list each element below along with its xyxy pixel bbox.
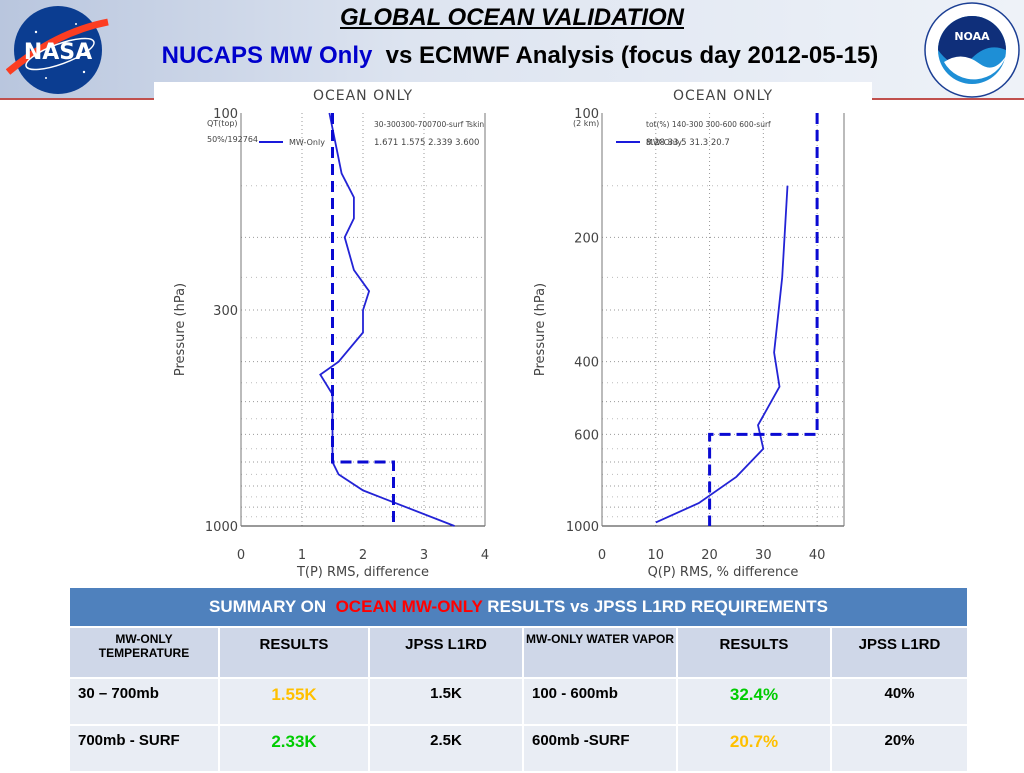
info-left: (2 km) [573, 119, 599, 128]
x-tick-label: 30 [755, 548, 772, 563]
table-row: 700mb - SURF 2.33K 2.5K 600mb -SURF 20.7… [69, 725, 968, 772]
plots-panel: OCEAN ONLY 0 1 2 3 4 10 0 300 1000 T(P) RMS, diffe… [154, 82, 872, 582]
y-tick-label: 600 [574, 428, 599, 443]
x-tick-label: 0 [237, 548, 245, 563]
x-tick-label: 0 [598, 548, 606, 563]
table-cell: 1.55K [219, 678, 369, 725]
table-cell: 2.33K [219, 725, 369, 772]
x-axis-label: T(P) RMS, difference [296, 565, 429, 580]
x-tick-label: 1 [298, 548, 306, 563]
chart-title: OCEAN ONLY [673, 88, 773, 104]
summary-title-highlight: OCEAN MW-ONLY [336, 597, 483, 616]
chart-title: OCEAN ONLY [313, 88, 413, 104]
x-tick-label: 4 [481, 548, 489, 563]
page-subtitle: NUCAPS MW Only vs ECMWF Analysis (focus … [0, 42, 1024, 70]
subtitle-product: NUCAPS MW Only [162, 42, 373, 69]
table-row: 30 – 700mb 1.55K 1.5K 100 - 600mb 32.4% … [69, 678, 968, 725]
col-header: MW-ONLY WATER VAPOR [523, 627, 677, 678]
y-tick-label: 1000 [205, 520, 238, 535]
table-cell: 32.4% [677, 678, 831, 725]
legend-label: MW-Only [289, 138, 325, 147]
x-tick-label: 20 [701, 548, 718, 563]
table-cell: 1.5K [369, 678, 523, 725]
y-tick-label: 300 [213, 304, 238, 319]
col-header: JPSS L1RD [831, 627, 968, 678]
x-axis-label: Q(P) RMS, % difference [648, 565, 799, 580]
x-tick-label: 3 [420, 548, 428, 563]
col-header: MW-ONLY TEMPERATURE [69, 627, 219, 678]
info-header: tot(%) 140-300 300-600 600-surf [646, 120, 771, 129]
summary-table: SUMMARY ON OCEAN MW-ONLY RESULTS vs JPSS… [68, 586, 969, 773]
table-cell: 30 – 700mb [69, 678, 219, 725]
summary-title-pre: SUMMARY ON [209, 597, 336, 616]
table-cell: 600mb -SURF [523, 725, 677, 772]
page-title: GLOBAL OCEAN VALIDATION [0, 4, 1024, 32]
summary-header-row: MW-ONLY TEMPERATURE RESULTS JPSS L1RD MW… [69, 627, 968, 678]
x-tick-label: 40 [809, 548, 826, 563]
y-tick-label: 400 [574, 356, 599, 371]
info-values: 8.28 33.5 31.3 20.7 [646, 138, 730, 148]
info-values: 1.671 1.575 2.339 3.600 [374, 138, 479, 148]
summary-title-post: RESULTS vs JPSS L1RD REQUIREMENTS [483, 597, 828, 616]
col-header: RESULTS [219, 627, 369, 678]
info-header: 30-300300-700700-surf Tskin [374, 120, 484, 129]
requirement-line [710, 113, 818, 526]
y-axis-label: Pressure (hPa) [173, 283, 188, 376]
table-cell: 20.7% [677, 725, 831, 772]
series-line [656, 186, 788, 523]
y-tick-label: 200 [574, 231, 599, 246]
col-header: RESULTS [677, 627, 831, 678]
table-cell: 100 - 600mb [523, 678, 677, 725]
table-cell: 20% [831, 725, 968, 772]
info-left: 50%/192764 [207, 135, 258, 144]
series-line [320, 113, 454, 526]
summary-title: SUMMARY ON OCEAN MW-ONLY RESULTS vs JPSS… [69, 587, 968, 627]
table-cell: 700mb - SURF [69, 725, 219, 772]
x-tick-label: 10 [648, 548, 665, 563]
plots-svg: OCEAN ONLY 0 1 2 3 4 10 0 300 1000 T(P) RMS, diffe… [154, 82, 872, 582]
info-left: QT(top) [207, 119, 238, 128]
y-tick-label: 1000 [566, 520, 599, 535]
subtitle-rest: vs ECMWF Analysis (focus day 2012-05-15) [372, 42, 878, 69]
table-cell: 2.5K [369, 725, 523, 772]
y-axis-label: Pressure (hPa) [533, 283, 548, 376]
col-header: JPSS L1RD [369, 627, 523, 678]
x-tick-label: 2 [359, 548, 367, 563]
table-cell: 40% [831, 678, 968, 725]
